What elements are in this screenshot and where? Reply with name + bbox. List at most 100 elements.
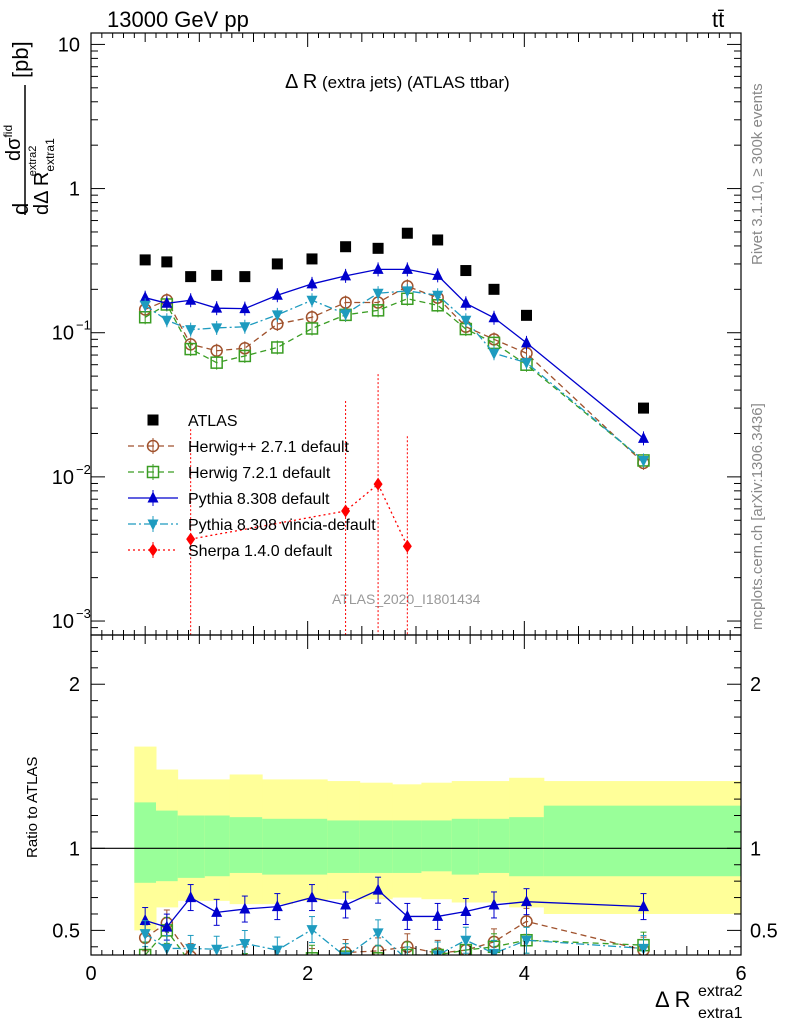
data-point xyxy=(401,227,413,239)
ylabel-bottom: Ratio to ATLAS xyxy=(24,757,41,858)
legend-label: Pythia 8.308 default xyxy=(188,491,330,508)
data-point xyxy=(372,262,384,274)
ratio-point xyxy=(306,925,318,937)
data-point xyxy=(460,296,472,308)
ylabel-den-sub: extra1 xyxy=(43,138,57,172)
band-inner xyxy=(392,820,422,873)
data-point xyxy=(432,290,444,302)
band-inner xyxy=(262,818,293,875)
ylabel-num: dσfid xyxy=(1,125,25,161)
band-inner xyxy=(177,815,206,878)
data-point xyxy=(186,532,196,546)
data-point xyxy=(185,293,197,305)
data-point xyxy=(271,341,284,354)
ratio-point xyxy=(161,920,173,932)
data-point xyxy=(139,291,151,303)
data-point xyxy=(139,254,151,266)
legend-label: Herwig++ 2.7.1 default xyxy=(188,439,350,456)
legend-label: Sherpa 1.4.0 default xyxy=(188,543,333,560)
ratio-y-tick-label-right: 1 xyxy=(750,838,761,860)
ratio-point xyxy=(185,958,196,969)
band-inner xyxy=(451,818,480,875)
data-point xyxy=(371,304,385,317)
data-point xyxy=(306,253,318,265)
ratio-point xyxy=(139,929,151,941)
ratio-point xyxy=(638,900,649,912)
ratio-point xyxy=(305,952,319,955)
ylabel-top: d dσfid dΔ Rextra1 extra2 [pb] xyxy=(1,41,57,215)
x-tick-label: 2 xyxy=(302,963,313,985)
data-point xyxy=(460,315,472,327)
series-pythia-8-308-default xyxy=(139,262,649,446)
data-point xyxy=(271,288,283,300)
ratio-point xyxy=(272,959,283,970)
band-inner xyxy=(292,818,328,875)
data-point xyxy=(185,271,197,283)
ratio-point xyxy=(372,883,384,895)
x-tick-label: 4 xyxy=(519,963,530,985)
series-line xyxy=(144,290,644,461)
y-tick-exponent: −3 xyxy=(76,606,91,621)
series-sherpa-1-4-0-default xyxy=(186,374,412,635)
energy-label: 13000 GeV pp xyxy=(107,7,249,32)
ratio-point xyxy=(271,945,283,955)
ratio-y-tick-label: 0.5 xyxy=(52,920,80,942)
series-atlas xyxy=(139,227,649,414)
legend-label: Herwig 7.2.1 default xyxy=(188,465,331,482)
data-point xyxy=(184,342,197,356)
side-rivet-label: Rivet 3.1.10, ≥ 300k events xyxy=(749,83,766,265)
plot-title: Δ R (extra jets) (ATLAS ttbar) xyxy=(285,71,510,93)
data-point xyxy=(161,315,173,327)
ylabel-den-sup: extra2 xyxy=(27,146,39,177)
ratio-point xyxy=(340,898,352,910)
legend-marker xyxy=(148,543,158,557)
band-inner xyxy=(359,820,393,873)
side-site-label: mcplots.cern.ch [arXiv:1306.3436] xyxy=(749,403,766,630)
ylabel-den: dΔ Rextra1 extra2 xyxy=(27,138,57,215)
data-point xyxy=(638,431,649,443)
legend-marker xyxy=(147,491,159,503)
legend-marker xyxy=(146,465,160,479)
process-label: tt̄ xyxy=(712,7,724,32)
data-point xyxy=(306,295,318,307)
legend-item: Herwig 7.2.1 default xyxy=(128,464,331,482)
ratio-series-pythia-8-308-vincia-default xyxy=(139,916,649,955)
y-tick-label: 10 xyxy=(58,34,80,56)
ratio-point xyxy=(139,914,151,926)
band-inner xyxy=(327,820,361,873)
data-point xyxy=(460,265,472,277)
ratio-point xyxy=(239,939,251,951)
ratio-point xyxy=(371,952,385,955)
band-inner xyxy=(134,802,157,883)
ratio-point xyxy=(306,891,318,903)
ratio-point xyxy=(211,966,222,977)
data-point xyxy=(340,241,352,253)
ratio-point xyxy=(521,895,532,907)
data-point xyxy=(239,322,251,334)
ratio-point xyxy=(460,905,472,917)
data-point xyxy=(239,271,251,283)
y-tick-exponent: −1 xyxy=(76,318,91,333)
band-inner xyxy=(156,810,179,882)
y-tick-label: 1 xyxy=(69,179,80,201)
data-point xyxy=(488,283,500,295)
data-point xyxy=(210,356,223,369)
ylabel-den-main: dΔ R xyxy=(31,172,53,215)
ratio-series xyxy=(138,876,650,977)
ratio-point xyxy=(488,898,500,910)
ylabel-d: d xyxy=(8,203,33,215)
data-point xyxy=(340,269,352,281)
xlabel-sub: extra1 xyxy=(698,1005,743,1022)
data-point xyxy=(306,277,318,289)
ratio-point xyxy=(211,944,223,955)
data-point xyxy=(341,504,351,518)
ratio-point xyxy=(161,943,173,955)
data-point xyxy=(238,349,252,363)
ratio-point xyxy=(638,943,649,955)
ratio-bands xyxy=(134,746,741,931)
legend: ATLAS Herwig++ 2.7.1 default Herwig 7.2.1 … xyxy=(128,413,376,560)
data-point xyxy=(139,300,151,312)
legend-item: ATLAS xyxy=(147,413,238,430)
data-point xyxy=(211,301,223,313)
